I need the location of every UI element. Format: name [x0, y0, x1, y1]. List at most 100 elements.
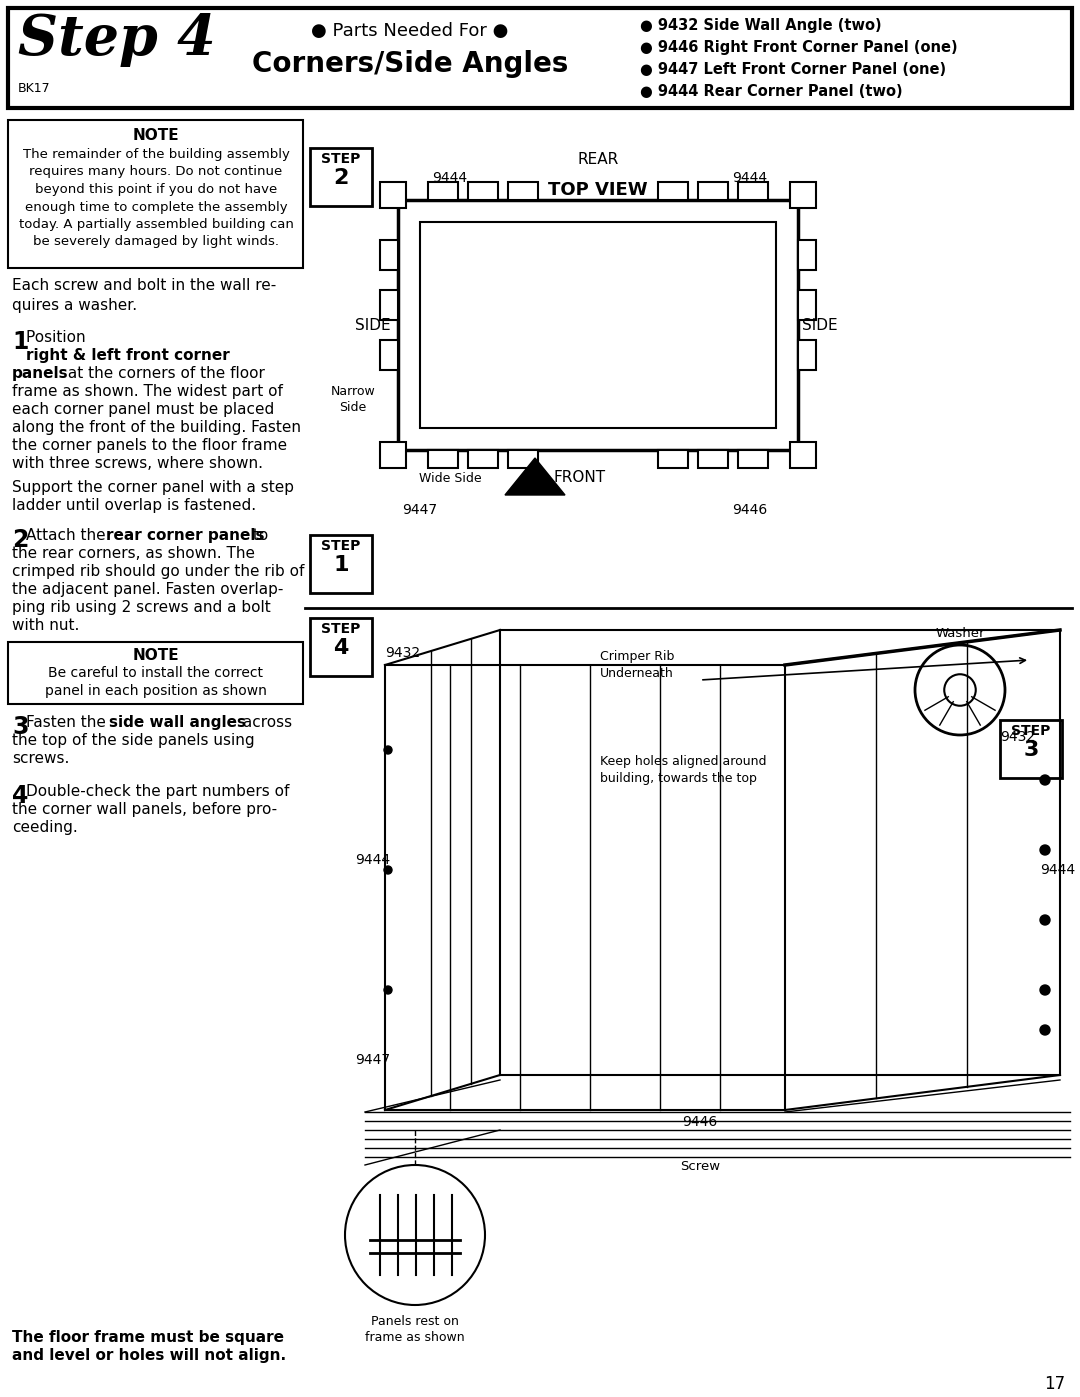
Text: ● Parts Needed For ●: ● Parts Needed For ●	[311, 22, 509, 41]
Text: Panels rest on
frame as shown: Panels rest on frame as shown	[365, 1315, 464, 1344]
Text: 9444: 9444	[432, 170, 468, 184]
Text: 4: 4	[334, 638, 349, 658]
Text: NOTE: NOTE	[133, 129, 179, 142]
Text: the corner panels to the floor frame: the corner panels to the floor frame	[12, 439, 287, 453]
Text: Step 4: Step 4	[18, 13, 216, 67]
Text: crimped rib should go under the rib of: crimped rib should go under the rib of	[12, 564, 305, 578]
Text: and level or holes will not align.: and level or holes will not align.	[12, 1348, 286, 1363]
Text: 4: 4	[12, 784, 28, 807]
Text: the top of the side panels using: the top of the side panels using	[12, 733, 255, 747]
Text: Be careful to install the correct
panel in each position as shown: Be careful to install the correct panel …	[45, 666, 267, 698]
Text: panels: panels	[12, 366, 69, 381]
Text: to: to	[248, 528, 268, 543]
Text: TOP VIEW: TOP VIEW	[549, 182, 648, 198]
Circle shape	[384, 746, 392, 754]
Text: 2: 2	[334, 168, 349, 189]
Polygon shape	[505, 458, 565, 495]
Bar	[658, 182, 688, 200]
Text: each corner panel must be placed: each corner panel must be placed	[12, 402, 274, 416]
Bar	[420, 222, 777, 427]
Bar	[310, 535, 372, 592]
Text: Washer: Washer	[935, 627, 985, 640]
Text: Position: Position	[26, 330, 91, 345]
Circle shape	[1040, 985, 1050, 995]
Text: REAR: REAR	[578, 152, 619, 168]
Text: BK17: BK17	[18, 82, 51, 95]
Circle shape	[384, 986, 392, 995]
Bar	[380, 182, 406, 208]
Bar	[798, 339, 816, 370]
Text: FRONT: FRONT	[554, 471, 606, 486]
Circle shape	[1040, 775, 1050, 785]
Text: 9432: 9432	[384, 645, 420, 659]
Text: Each screw and bolt in the wall re-: Each screw and bolt in the wall re-	[12, 278, 276, 293]
Text: NOTE: NOTE	[133, 648, 179, 664]
Text: Attach the: Attach the	[26, 528, 110, 543]
Text: Crimper Rib
Underneath: Crimper Rib Underneath	[600, 650, 674, 680]
Bar	[798, 291, 816, 320]
Bar	[508, 182, 538, 200]
Text: Screw: Screw	[680, 1160, 720, 1173]
Text: along the front of the building. Fasten: along the front of the building. Fasten	[12, 420, 301, 434]
Text: Corners/Side Angles: Corners/Side Angles	[252, 50, 568, 78]
Text: 3: 3	[12, 715, 28, 739]
Text: The floor frame must be square: The floor frame must be square	[12, 1330, 284, 1345]
Text: Support the corner panel with a step: Support the corner panel with a step	[12, 481, 294, 495]
Bar	[508, 450, 538, 468]
Text: with nut.: with nut.	[12, 617, 79, 633]
Text: 9446: 9446	[683, 1115, 717, 1129]
Bar	[428, 182, 458, 200]
Bar	[380, 339, 399, 370]
Bar	[698, 450, 728, 468]
Bar	[399, 200, 798, 450]
Text: 9444: 9444	[732, 170, 768, 184]
Circle shape	[1040, 845, 1050, 855]
Text: The remainder of the building assembly
requires many hours. Do not continue
beyo: The remainder of the building assembly r…	[18, 148, 294, 249]
Bar	[468, 450, 498, 468]
Text: at the corners of the floor: at the corners of the floor	[63, 366, 265, 381]
Text: STEP: STEP	[322, 622, 361, 636]
Circle shape	[1040, 915, 1050, 925]
Text: ping rib using 2 screws and a bolt: ping rib using 2 screws and a bolt	[12, 599, 271, 615]
Bar	[380, 240, 399, 270]
Bar	[1000, 719, 1062, 778]
Text: the rear corners, as shown. The: the rear corners, as shown. The	[12, 546, 255, 562]
Text: the corner wall panels, before pro-: the corner wall panels, before pro-	[12, 802, 278, 817]
Text: 9447: 9447	[355, 1053, 390, 1067]
Bar	[428, 450, 458, 468]
Text: Fasten the: Fasten the	[26, 715, 111, 731]
Text: Keep holes aligned around
building, towards the top: Keep holes aligned around building, towa…	[600, 754, 767, 785]
Bar	[789, 182, 816, 208]
Text: right & left front corner: right & left front corner	[26, 348, 230, 363]
Text: 1: 1	[334, 555, 349, 576]
Text: 2: 2	[12, 528, 28, 552]
Text: Double-check the part numbers of: Double-check the part numbers of	[26, 784, 289, 799]
Bar	[310, 617, 372, 676]
Text: SIDE: SIDE	[802, 317, 838, 332]
Text: quires a washer.: quires a washer.	[12, 298, 137, 313]
Text: with three screws, where shown.: with three screws, where shown.	[12, 455, 264, 471]
Text: ceeding.: ceeding.	[12, 820, 78, 835]
Bar	[738, 450, 768, 468]
Text: screws.: screws.	[12, 752, 69, 766]
Text: 9444: 9444	[355, 854, 390, 868]
Text: 3: 3	[1024, 740, 1039, 760]
Text: 9447: 9447	[403, 503, 437, 517]
Text: STEP: STEP	[322, 152, 361, 166]
Bar	[798, 240, 816, 270]
Text: rear corner panels: rear corner panels	[106, 528, 265, 543]
Text: across: across	[238, 715, 292, 731]
Text: ● 9444 Rear Corner Panel (two): ● 9444 Rear Corner Panel (two)	[640, 84, 903, 99]
Text: 9446: 9446	[732, 503, 768, 517]
Bar	[8, 120, 303, 268]
Text: 9432: 9432	[1000, 731, 1035, 745]
Text: the adjacent panel. Fasten overlap-: the adjacent panel. Fasten overlap-	[12, 583, 283, 597]
Text: Wide Side: Wide Side	[419, 472, 482, 485]
Bar	[310, 148, 372, 205]
Text: 17: 17	[1044, 1375, 1065, 1393]
Bar	[698, 182, 728, 200]
Text: frame as shown. The widest part of: frame as shown. The widest part of	[12, 384, 283, 400]
Text: SIDE: SIDE	[355, 317, 391, 332]
Text: ● 9432 Side Wall Angle (two): ● 9432 Side Wall Angle (two)	[640, 18, 881, 34]
Text: ● 9447 Left Front Corner Panel (one): ● 9447 Left Front Corner Panel (one)	[640, 61, 946, 77]
